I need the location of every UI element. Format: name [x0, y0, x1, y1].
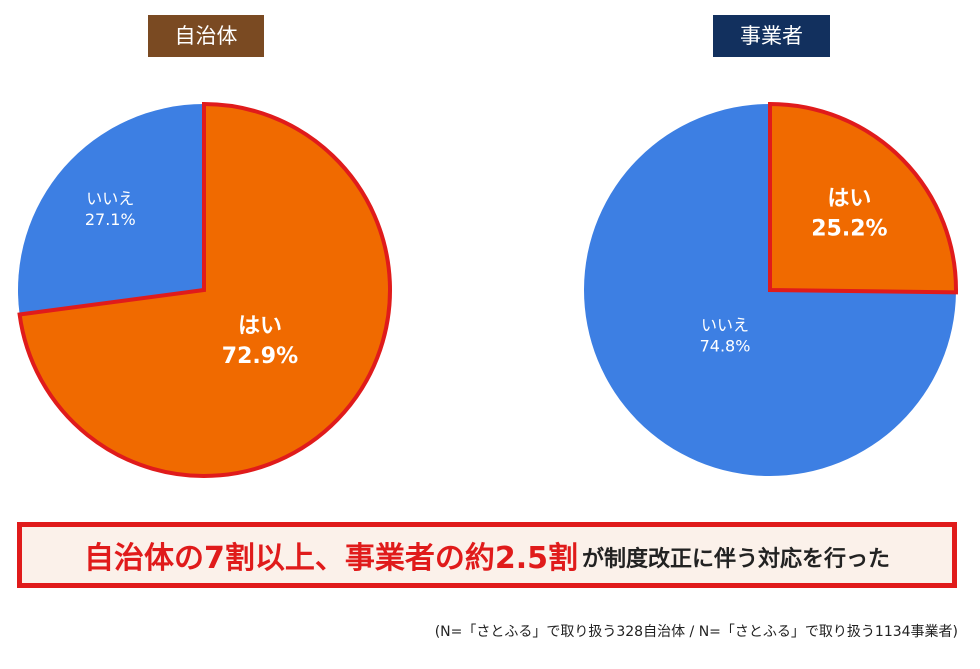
value-yes-municipality: 72.9%: [222, 344, 298, 369]
value-no-business: 74.8%: [700, 336, 751, 355]
value-yes-business: 25.2%: [811, 217, 887, 242]
pie-chart-municipality: いいえ 27.1% はい 72.9%: [17, 101, 392, 478]
summary-highlight: 自治体の7割以上、事業者の約2.5割: [83, 541, 578, 576]
label-no-business: いいえ: [701, 315, 749, 334]
label-no-municipality: いいえ: [86, 189, 134, 208]
chart-title-business: 事業者: [713, 15, 830, 57]
slice-no-municipality: [17, 104, 204, 315]
summary-text: が制度改正に伴う対応を行った: [582, 547, 891, 572]
slice-yes-municipality: [17, 101, 392, 478]
slice-yes-business: [768, 101, 958, 295]
footnote: (N=「さとふる」で取り扱う328自治体 / N=「さとふる」で取り扱う1134…: [434, 624, 958, 640]
label-yes-business: はい: [827, 187, 871, 212]
chart-title-municipality: 自治体: [148, 15, 264, 57]
summary-box: 自治体の7割以上、事業者の約2.5割 が制度改正に伴う対応を行った: [17, 522, 957, 588]
value-no-municipality: 27.1%: [85, 210, 136, 229]
pie-chart-business: はい 25.2% いいえ 74.8%: [584, 101, 958, 476]
label-yes-municipality: はい: [238, 314, 282, 339]
